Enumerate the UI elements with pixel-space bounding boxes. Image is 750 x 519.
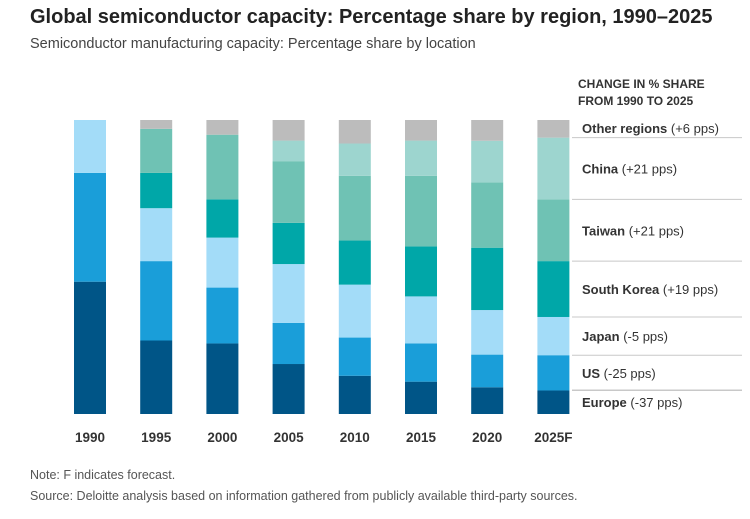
bar-segment-china-2010 — [338, 143, 371, 176]
bar-segment-japan-1990 — [74, 120, 106, 173]
bar-segment-south-korea-2005 — [272, 222, 305, 265]
bar-segment-south-korea-2015 — [405, 246, 437, 297]
legend-header-line-2: FROM 1990 TO 2025 — [578, 94, 693, 108]
legend-header-line-1: CHANGE IN % SHARE — [578, 77, 705, 91]
bar-segment-other-regions-2020 — [471, 120, 504, 141]
legend-label-other-regions: Other regions (+6 pps) — [582, 121, 719, 136]
bar-segment-china-2020 — [471, 140, 504, 183]
bar-segment-europe-2000 — [206, 343, 239, 414]
footnote: Note: F indicates forecast. — [30, 468, 176, 482]
source-note: Source: Deloitte analysis based on infor… — [30, 489, 578, 503]
bar-segment-us-2000 — [206, 287, 239, 344]
bar-segment-us-2010 — [338, 337, 371, 376]
bar-segment-us-1995 — [140, 261, 173, 341]
legend-label-taiwan: Taiwan (+21 pps) — [582, 223, 684, 238]
bar-segment-taiwan-1995 — [140, 128, 173, 173]
bar-segment-china-2015 — [405, 140, 437, 176]
bar-segment-us-1990 — [74, 172, 106, 282]
bar-segment-europe-1990 — [74, 281, 106, 414]
bar-segment-taiwan-2000 — [206, 134, 239, 200]
chart-title: Global semiconductor capacity: Percentag… — [30, 6, 713, 28]
bar-segment-japan-2005 — [272, 264, 305, 323]
x-tick-label-2015: 2015 — [406, 430, 437, 445]
bar-segment-japan-2000 — [206, 237, 239, 288]
bar-segment-us-2015 — [405, 343, 437, 382]
bar-segment-taiwan-2005 — [272, 161, 305, 223]
x-tick-label-2020: 2020 — [472, 430, 502, 445]
x-tick-label-1990: 1990 — [75, 430, 105, 445]
x-tick-label-2005: 2005 — [274, 430, 305, 445]
bar-segment-taiwan-2025f — [537, 199, 570, 262]
bar-segment-japan-2020 — [471, 310, 504, 355]
bar-segment-europe-2020 — [471, 387, 504, 414]
bar-segment-other-regions-2005 — [272, 120, 305, 141]
bar-segment-china-2025f — [537, 137, 570, 200]
bar-segment-europe-2025f — [537, 390, 570, 414]
bar-segment-china-2005 — [272, 140, 305, 162]
bar-segment-south-korea-1995 — [140, 172, 173, 209]
bar-segment-taiwan-2015 — [405, 175, 437, 247]
x-tick-label-1995: 1995 — [141, 430, 172, 445]
x-tick-label-2010: 2010 — [340, 430, 370, 445]
bar-segment-other-regions-1995 — [140, 120, 173, 129]
bar-segment-japan-2015 — [405, 296, 437, 344]
bar-segment-south-korea-2000 — [206, 199, 239, 238]
bar-segment-south-korea-2020 — [471, 247, 504, 311]
bar-segment-other-regions-2010 — [338, 120, 371, 144]
legend-label-south-korea: South Korea (+19 pps) — [582, 282, 718, 297]
bar-segment-taiwan-2020 — [471, 182, 504, 248]
bar-segment-other-regions-2000 — [206, 120, 239, 135]
bar-segment-taiwan-2010 — [338, 175, 371, 241]
bar-segment-us-2020 — [471, 354, 504, 388]
bar-segment-europe-2015 — [405, 381, 437, 414]
bar-segment-us-2005 — [272, 322, 305, 365]
bar-segment-other-regions-2015 — [405, 120, 437, 141]
legend-label-japan: Japan (-5 pps) — [582, 329, 668, 344]
bar-segment-other-regions-2025f — [537, 120, 570, 138]
legend-label-europe: Europe (-37 pps) — [582, 395, 682, 410]
bar-segment-japan-2010 — [338, 284, 371, 338]
bar-segment-europe-2010 — [338, 375, 371, 414]
legend-label-china: China (+21 pps) — [582, 162, 677, 177]
legend-label-us: US (-25 pps) — [582, 366, 656, 381]
x-tick-label-2000: 2000 — [207, 430, 237, 445]
bar-segment-europe-2005 — [272, 364, 305, 414]
bar-segment-south-korea-2010 — [338, 240, 371, 285]
bar-segment-south-korea-2025f — [537, 261, 570, 317]
bar-segment-europe-1995 — [140, 340, 173, 414]
bar-segment-japan-1995 — [140, 208, 173, 262]
chart-subtitle: Semiconductor manufacturing capacity: Pe… — [30, 36, 476, 52]
stacked-bar-chart: 1990 1995 2000 2005 2010 2015 2020 2025F CHANGE … — [74, 77, 742, 445]
bar-segment-us-2025f — [537, 355, 570, 391]
x-tick-label-2025f: 2025F — [534, 430, 572, 445]
bar-segment-japan-2025f — [537, 316, 570, 356]
